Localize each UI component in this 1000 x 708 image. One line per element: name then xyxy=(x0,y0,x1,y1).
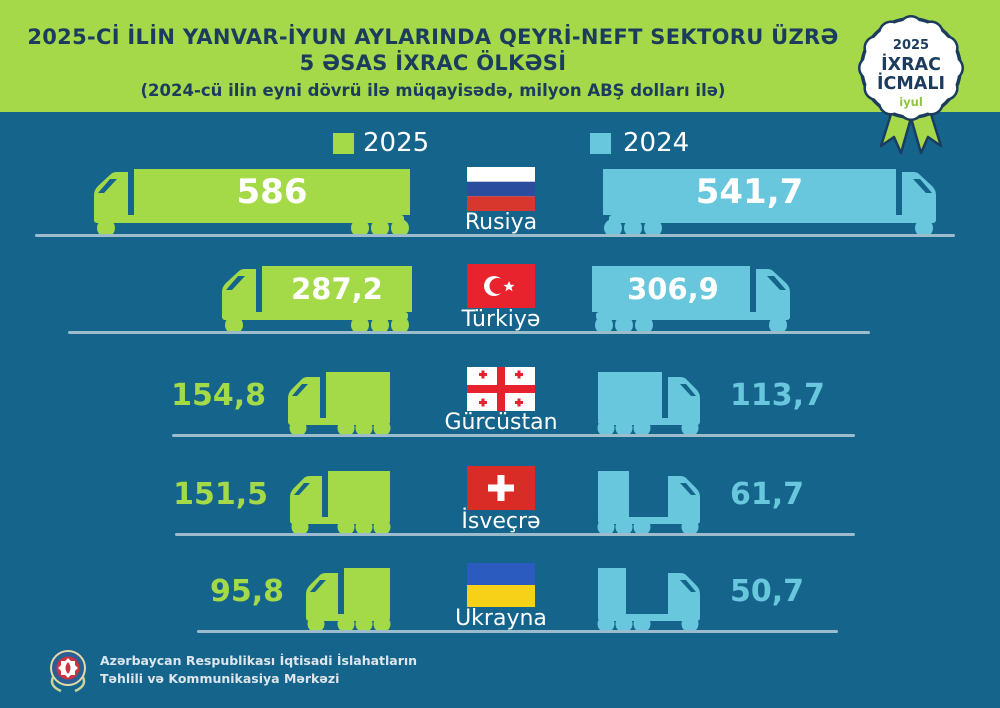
value-2024-gurcustan: 113,7 xyxy=(730,378,825,413)
export-review-badge-icon: 2025 İXRAC İCMALI iyul xyxy=(858,15,964,155)
azerbaijan-emblem-icon xyxy=(50,650,86,693)
flag-russia-icon xyxy=(467,167,535,211)
ground-line-1 xyxy=(35,234,955,237)
ground-line-4 xyxy=(175,533,855,536)
value-2025-rusiya: 586 xyxy=(236,172,308,212)
country-label-ukrayna: Ukrayna xyxy=(455,606,547,631)
title-line-1: 2025-Cİ İLİN YANVAR-İYUN AYLARINDA QEYRİ… xyxy=(27,25,839,49)
footer-org-line-1: Azərbaycan Respublikası İqtisadi İslahat… xyxy=(100,653,418,668)
flag-turkey-icon xyxy=(467,264,535,308)
legend-swatch-2024 xyxy=(590,133,611,154)
country-label-gurcustan: Gürcüstan xyxy=(444,410,558,435)
badge-title-2: İCMALI xyxy=(877,72,945,94)
title-subtitle: (2024-cü ilin eyni dövrü ilə müqayisədə,… xyxy=(140,81,726,100)
truck-2025-isvecre-icon xyxy=(290,471,391,536)
value-2024-rusiya: 541,7 xyxy=(695,172,804,212)
truck-2025-rusiya-icon xyxy=(94,169,410,237)
truck-2025-gurcustan-icon xyxy=(288,372,391,437)
ground-line-3 xyxy=(172,434,855,437)
footer-organization: Azərbaycan Respublikası İqtisadi İslahat… xyxy=(100,652,417,687)
value-2025-ukrayna: 95,8 xyxy=(209,574,284,609)
country-label-turkiye: Türkiyə xyxy=(461,307,541,332)
flag-georgia-icon xyxy=(467,367,535,411)
page-title: 2025-Cİ İLİN YANVAR-İYUN AYLARINDA QEYRİ… xyxy=(0,24,866,103)
ground-line-2 xyxy=(68,331,870,334)
badge-year: 2025 xyxy=(893,38,929,53)
legend-swatch-2025 xyxy=(333,133,354,154)
truck-2024-ukrayna-icon xyxy=(597,568,700,633)
flag-ukraine-icon xyxy=(467,563,535,607)
legend-label-2025: 2025 xyxy=(363,128,430,158)
value-2024-turkiye: 306,9 xyxy=(627,272,719,306)
country-label-isvecre: İsveçrə xyxy=(461,509,541,534)
truck-2024-rusiya-icon xyxy=(603,169,936,237)
footer-org-line-2: Təhlili və Kommunikasiya Mərkəzi xyxy=(100,670,340,686)
truck-2024-turkiye-icon xyxy=(592,266,790,334)
legend-label-2024: 2024 xyxy=(623,128,690,158)
truck-2024-gurcustan-icon xyxy=(597,372,700,437)
truck-2025-ukrayna-icon xyxy=(306,568,391,633)
value-2025-turkiye: 287,2 xyxy=(291,272,383,306)
badge-month: iyul xyxy=(899,95,923,109)
title-line-2: 5 ƏSAS İXRAC ÖLKƏSİ xyxy=(299,51,567,75)
truck-2024-isvecre-icon xyxy=(597,471,700,536)
ground-line-5 xyxy=(197,630,838,633)
value-2024-ukrayna: 50,7 xyxy=(730,574,805,609)
header-band: 2025-Cİ İLİN YANVAR-İYUN AYLARINDA QEYRİ… xyxy=(0,0,1000,112)
flag-switzerland-icon xyxy=(467,466,535,510)
country-label-rusiya: Rusiya xyxy=(464,210,538,235)
value-2025-isvecre: 151,5 xyxy=(173,477,268,512)
value-2025-gurcustan: 154,8 xyxy=(171,378,266,413)
value-2024-isvecre: 61,7 xyxy=(730,477,805,512)
badge-title-1: İXRAC xyxy=(881,53,941,75)
truck-2025-turkiye-icon xyxy=(222,266,412,334)
